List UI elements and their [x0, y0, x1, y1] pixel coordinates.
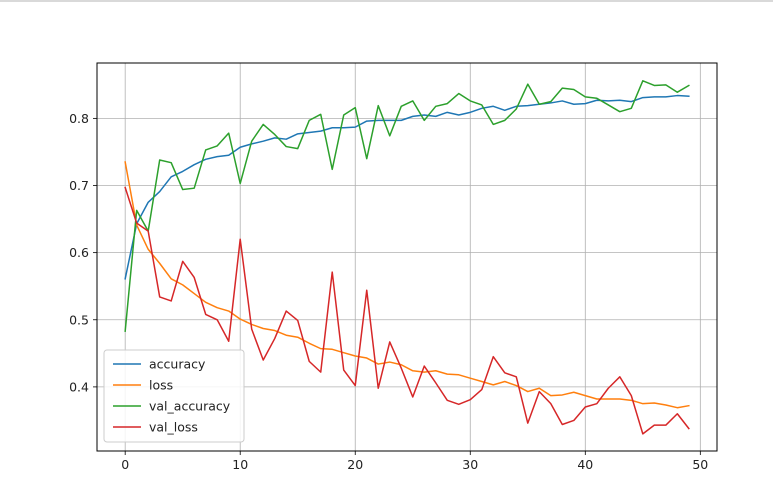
series-line-loss — [124, 161, 690, 409]
y-tick-label: 0.7 — [69, 178, 89, 193]
legend-item-accuracy: accuracy — [113, 357, 206, 372]
legend-label: accuracy — [149, 357, 206, 372]
x-tick-label: 40 — [577, 457, 593, 472]
legend-label: val_loss — [149, 420, 198, 435]
legend-label: loss — [149, 378, 173, 393]
legend-label: val_accuracy — [149, 399, 231, 414]
legend-item-loss: loss — [113, 378, 173, 393]
plot-frame — [96, 62, 718, 452]
series-line-val-loss — [124, 186, 690, 435]
x-tick-label: 10 — [232, 457, 248, 472]
x-axis: 0 10 20 30 40 50 — [121, 451, 708, 472]
y-tick-label: 0.5 — [69, 312, 89, 327]
top-border — [0, 0, 773, 2]
legend-item-val-loss: val_loss — [113, 420, 198, 435]
series-line-accuracy — [124, 94, 690, 280]
series-lines — [124, 80, 690, 435]
x-tick-label: 50 — [692, 457, 708, 472]
y-axis: 0.4 0.5 0.6 0.7 0.8 — [69, 111, 97, 394]
y-tick-label: 0.6 — [69, 245, 89, 260]
x-tick-label: 30 — [462, 457, 478, 472]
y-tick-label: 0.8 — [69, 111, 89, 126]
series-line-val-accuracy — [124, 80, 690, 332]
y-tick-label: 0.4 — [69, 379, 89, 394]
x-tick-label: 0 — [121, 457, 129, 472]
legend-box — [103, 349, 245, 443]
x-tick-label: 20 — [347, 457, 363, 472]
legend-item-val-accuracy: val_accuracy — [113, 399, 231, 414]
legend: accuracy loss val_accuracy val_loss — [103, 349, 245, 443]
